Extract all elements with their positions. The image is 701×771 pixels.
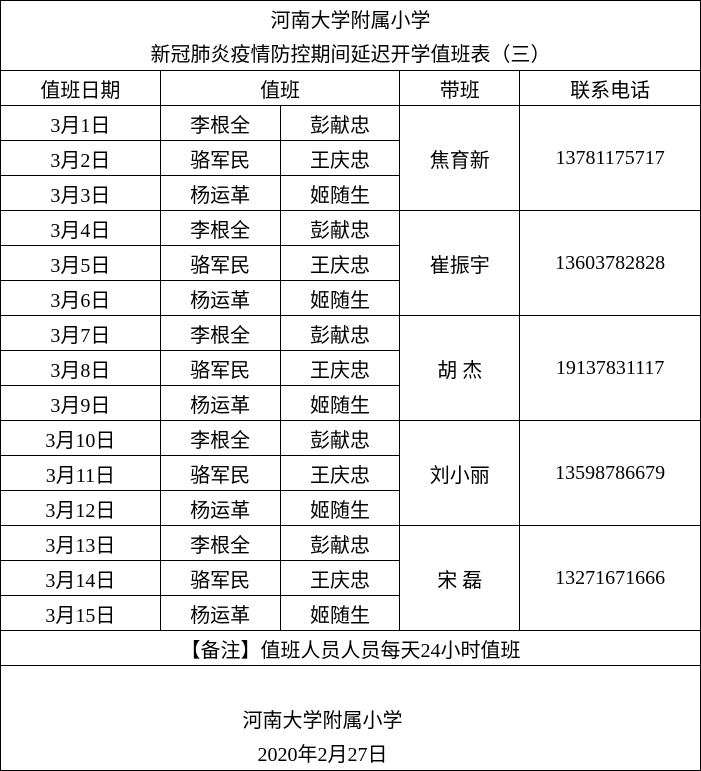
date-cell: 3月6日 [1,281,161,316]
table-row: 3月1日李根全彭献忠焦育新13781175717 [1,106,701,141]
header-supervisor: 带班 [400,71,520,106]
title-line-2: 新冠肺炎疫情防控期间延迟开学值班表（三） [1,36,701,71]
duty1-cell: 李根全 [160,106,280,141]
header-phone: 联系电话 [520,71,701,106]
phone-cell: 13603782828 [520,211,701,316]
date-cell: 3月9日 [1,386,161,421]
header-date: 值班日期 [1,71,161,106]
date-cell: 3月3日 [1,176,161,211]
date-cell: 3月10日 [1,421,161,456]
footer-org: 河南大学附属小学 [1,701,701,736]
date-cell: 3月4日 [1,211,161,246]
supervisor-cell: 刘小丽 [400,421,520,526]
duty1-cell: 李根全 [160,526,280,561]
supervisor-cell: 崔振宇 [400,211,520,316]
duty2-cell: 王庆忠 [280,456,400,491]
duty-schedule-table: 河南大学附属小学新冠肺炎疫情防控期间延迟开学值班表（三）值班日期值班带班联系电话… [0,0,701,771]
duty2-cell: 彭献忠 [280,526,400,561]
duty2-cell: 彭献忠 [280,211,400,246]
duty1-cell: 李根全 [160,211,280,246]
supervisor-cell: 焦育新 [400,106,520,211]
duty1-cell: 骆军民 [160,456,280,491]
supervisor-cell: 胡 杰 [400,316,520,421]
duty2-cell: 姬随生 [280,281,400,316]
duty2-cell: 王庆忠 [280,246,400,281]
date-cell: 3月14日 [1,561,161,596]
supervisor-cell: 宋 磊 [400,526,520,631]
duty2-cell: 姬随生 [280,386,400,421]
duty2-cell: 彭献忠 [280,421,400,456]
spacer [1,666,701,701]
duty1-cell: 骆军民 [160,141,280,176]
table-row: 3月10日李根全彭献忠刘小丽13598786679 [1,421,701,456]
duty1-cell: 李根全 [160,316,280,351]
duty2-cell: 王庆忠 [280,351,400,386]
duty2-cell: 姬随生 [280,596,400,631]
duty1-cell: 杨运革 [160,596,280,631]
duty1-cell: 杨运革 [160,386,280,421]
duty1-cell: 骆军民 [160,561,280,596]
duty2-cell: 姬随生 [280,176,400,211]
note-cell: 【备注】值班人员人员每天24小时值班 [1,631,701,666]
table-row: 3月13日李根全彭献忠宋 磊13271671666 [1,526,701,561]
header-duty: 值班 [160,71,400,106]
duty1-cell: 杨运革 [160,281,280,316]
date-cell: 3月15日 [1,596,161,631]
date-cell: 3月8日 [1,351,161,386]
duty2-cell: 姬随生 [280,491,400,526]
date-cell: 3月7日 [1,316,161,351]
footer-date: 2020年2月27日 [1,736,701,771]
title-line-1: 河南大学附属小学 [1,1,701,36]
date-cell: 3月13日 [1,526,161,561]
duty2-cell: 彭献忠 [280,106,400,141]
duty1-cell: 李根全 [160,421,280,456]
duty2-cell: 彭献忠 [280,316,400,351]
duty1-cell: 骆军民 [160,351,280,386]
date-cell: 3月1日 [1,106,161,141]
phone-cell: 13271671666 [520,526,701,631]
table-row: 3月7日李根全彭献忠胡 杰19137831117 [1,316,701,351]
duty1-cell: 杨运革 [160,491,280,526]
duty1-cell: 杨运革 [160,176,280,211]
phone-cell: 13598786679 [520,421,701,526]
date-cell: 3月2日 [1,141,161,176]
date-cell: 3月11日 [1,456,161,491]
duty2-cell: 王庆忠 [280,141,400,176]
date-cell: 3月12日 [1,491,161,526]
phone-cell: 13781175717 [520,106,701,211]
duty2-cell: 王庆忠 [280,561,400,596]
date-cell: 3月5日 [1,246,161,281]
duty1-cell: 骆军民 [160,246,280,281]
table-row: 3月4日李根全彭献忠崔振宇13603782828 [1,211,701,246]
phone-cell: 19137831117 [520,316,701,421]
